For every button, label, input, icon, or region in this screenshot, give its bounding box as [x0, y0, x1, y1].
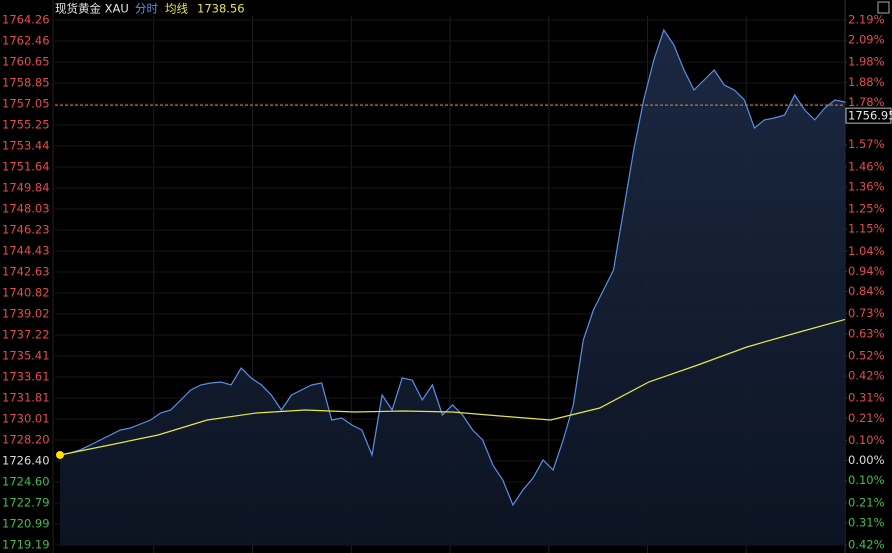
y2-tick-label: 0.94% [848, 264, 885, 278]
y-tick-label: 1724.60 [2, 474, 50, 488]
y2-tick-label: 1.88% [848, 75, 885, 89]
y-tick-label: 1720.99 [2, 517, 50, 531]
y2-tick-label: 0.42% [848, 538, 885, 552]
y2-tick-label: 0.10% [848, 433, 885, 447]
y-tick-label: 1731.81 [2, 390, 50, 404]
y2-tick-label: 0.73% [848, 306, 885, 320]
y-tick-label: 1760.65 [2, 55, 50, 69]
average-line [59, 318, 846, 456]
price-area [60, 30, 845, 545]
y2-tick-label: 0.52% [848, 348, 885, 362]
start-dot [56, 450, 64, 459]
y-tick-label: 1762.46 [2, 33, 50, 47]
y-tick-label: 1764.26 [2, 13, 50, 27]
y2-tick-label: 0.00% [848, 453, 885, 467]
y2-tick-label: 1.78% [848, 95, 885, 109]
y2-tick-label: 0.42% [848, 369, 885, 383]
y-tick-label: 1755.25 [2, 117, 50, 131]
y-tick-label: 1735.41 [2, 349, 50, 363]
y2-tick-label: 0.21% [848, 411, 885, 425]
y-tick-label: 1751.64 [2, 160, 50, 174]
y2-tick-label: 1.46% [848, 159, 885, 173]
y-tick-label: 1753.44 [2, 139, 50, 153]
settings-icon[interactable] [877, 1, 890, 14]
y-tick-label: 1742.63 [2, 264, 50, 278]
y2-tick-label: 1.36% [848, 179, 885, 193]
y-tick-label: 1744.43 [2, 243, 50, 257]
y2-tick-label: 2.09% [848, 33, 885, 47]
y2-tick-label: 1.15% [848, 222, 885, 236]
last-price-label: 1756.95 [848, 109, 892, 123]
y-tick-label: 1748.03 [2, 202, 50, 216]
y-tick-label: 1719.19 [2, 538, 50, 552]
price-line [59, 28, 846, 507]
y2-tick-label: 1.25% [848, 202, 885, 216]
y2-tick-label: 0.63% [848, 326, 885, 340]
y-tick-label: 1726.40 [2, 454, 50, 468]
y2-tick-label: 0.10% [848, 473, 885, 487]
y-tick-label: 1728.20 [2, 433, 50, 447]
legend-entry: 分时 [135, 2, 158, 16]
y2-tick-label: 1.57% [848, 137, 885, 151]
legend-entry: 均线 [165, 2, 188, 16]
y2-tick-label: 1.98% [848, 55, 885, 69]
average-value: 1738.56 [197, 2, 245, 16]
y-tick-label: 1749.84 [2, 180, 50, 194]
y2-tick-label: 2.19% [848, 13, 885, 27]
y-tick-label: 1758.85 [2, 76, 50, 90]
chart-title: 现货黄金 XAU [55, 2, 129, 16]
y-tick-label: 1757.05 [2, 96, 50, 110]
last-price-box [845, 107, 892, 124]
y-tick-label: 1730.01 [2, 411, 50, 425]
y-tick-label: 1722.79 [2, 496, 50, 510]
y-tick-label: 1737.22 [2, 327, 50, 341]
y2-tick-label: 0.84% [848, 284, 885, 298]
y-tick-label: 1740.82 [2, 286, 50, 300]
y-tick-label: 1746.23 [2, 223, 50, 237]
y-tick-label: 1733.61 [2, 370, 50, 384]
y2-tick-label: 0.31% [848, 515, 885, 529]
y2-tick-label: 1.04% [848, 244, 885, 258]
y2-tick-label: 0.21% [848, 495, 885, 509]
y-tick-label: 1739.02 [2, 307, 50, 321]
y2-tick-label: 0.31% [848, 391, 885, 405]
